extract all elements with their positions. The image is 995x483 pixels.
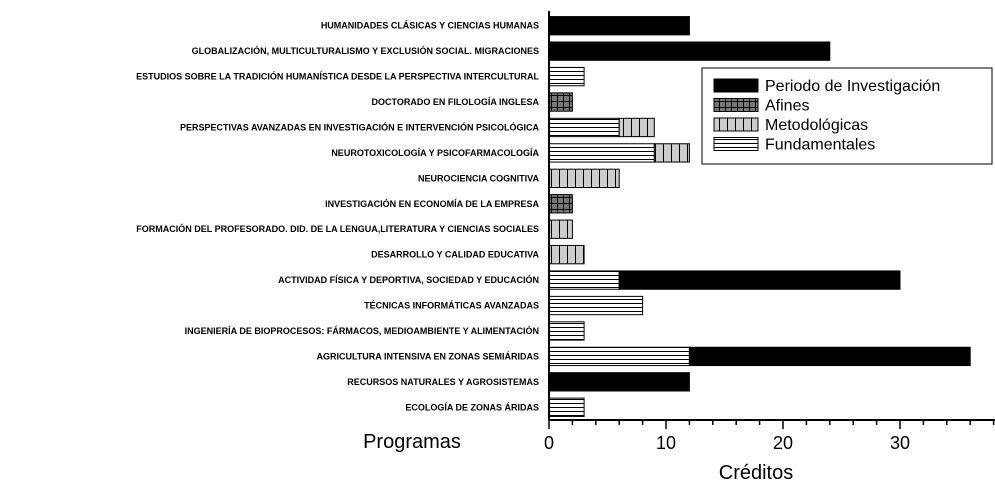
category-label: GLOBALIZACIÓN, MULTICULTURALISMO Y EXCLU… (192, 45, 539, 56)
x-tick-label: 0 (544, 433, 554, 453)
bar-periodo-de-investigaci-n (688, 346, 971, 367)
bar-fundamentales (548, 117, 620, 138)
bar-fundamentales (548, 397, 585, 417)
category-label: AGRICULTURA INTENSIVA EN ZONAS SEMIÁRIDA… (316, 351, 539, 361)
bar-periodo-de-investigaci-n (548, 41, 831, 61)
category-label: HUMANIDADES CLÁSICAS Y CIENCIAS HUMANAS (321, 21, 539, 31)
x-tick-label: 20 (773, 433, 793, 453)
bar-fundamentales (548, 143, 655, 163)
bar-fundamentales (548, 346, 690, 367)
legend: Periodo de Investigación Afines Metodológi… (701, 67, 993, 165)
category-label: NEUROTOXICOLOGÍA Y PSICOFARMACOLOGÍA (331, 148, 539, 158)
bar-fundamentales (548, 295, 644, 316)
bar-periodo-de-investigaci-n (618, 270, 901, 290)
y-axis-title: Programas (363, 431, 461, 453)
category-label: RECURSOS NATURALES Y AGROSISTEMAS (347, 377, 539, 387)
category-label: ACTIVIDAD FÍSICA Y DEPORTIVA, SOCIEDAD Y… (278, 274, 539, 285)
category-label: INGENIERÍA DE BIOPROCESOS: FÁRMACOS, MED… (185, 325, 539, 336)
x-axis: 0 10 20 30 (544, 11, 995, 453)
bar-periodo-de-investigaci-n (548, 372, 690, 392)
legend-swatch (713, 137, 759, 151)
bar-fundamentales (548, 66, 585, 87)
category-label: DESARROLLO Y CALIDAD EDUCATIVA (371, 250, 539, 260)
legend-swatch (713, 98, 759, 112)
bar-fundamentales (548, 321, 585, 341)
x-tick-label: 30 (890, 433, 910, 453)
bar-metodol-gicas (653, 143, 690, 163)
category-label: TÉCNICAS INFORMÁTICAS AVANZADAS (364, 301, 539, 311)
bar-metodol-gicas (548, 244, 585, 265)
bar-afines (548, 92, 573, 112)
legend-swatch (713, 78, 759, 93)
legend-label: Fundamentales (765, 137, 875, 154)
category-label: ECOLOGÍA DE ZONAS ÁRIDAS (405, 402, 539, 412)
category-label: NEUROCIENCIA COGNITIVA (418, 173, 540, 183)
legend-label: Metodológicas (765, 117, 868, 134)
bar-periodo-de-investigaci-n (548, 16, 690, 36)
bar-afines (548, 194, 573, 214)
legend-label: Afines (765, 98, 809, 115)
category-label: ESTUDIOS SOBRE LA TRADICIÓN HUMANÍSTICA … (136, 71, 539, 82)
category-labels: HUMANIDADES CLÁSICAS Y CIENCIAS HUMANAS G… (136, 21, 539, 413)
x-axis-title: Créditos (719, 462, 793, 483)
category-label: FORMACIÓN DEL PROFESORADO. DID. DE LA LE… (136, 223, 539, 234)
bars-group (548, 16, 971, 417)
x-tick-label: 10 (656, 433, 676, 453)
category-label: DOCTORADO EN FILOLOGÍA INGLESA (371, 97, 539, 107)
bar-metodol-gicas (548, 219, 573, 239)
bar-metodol-gicas (548, 168, 620, 189)
category-label: INVESTIGACIÓN EN ECONOMÍA DE LA EMPRESA (325, 198, 539, 209)
legend-swatch (713, 117, 759, 132)
legend-label: Periodo de Investigación (765, 78, 940, 95)
category-label: PERSPECTIVAS AVANZADAS EN INVESTIGACIÓN … (180, 121, 540, 132)
bar-metodol-gicas (618, 117, 655, 138)
bar-fundamentales (548, 270, 620, 290)
